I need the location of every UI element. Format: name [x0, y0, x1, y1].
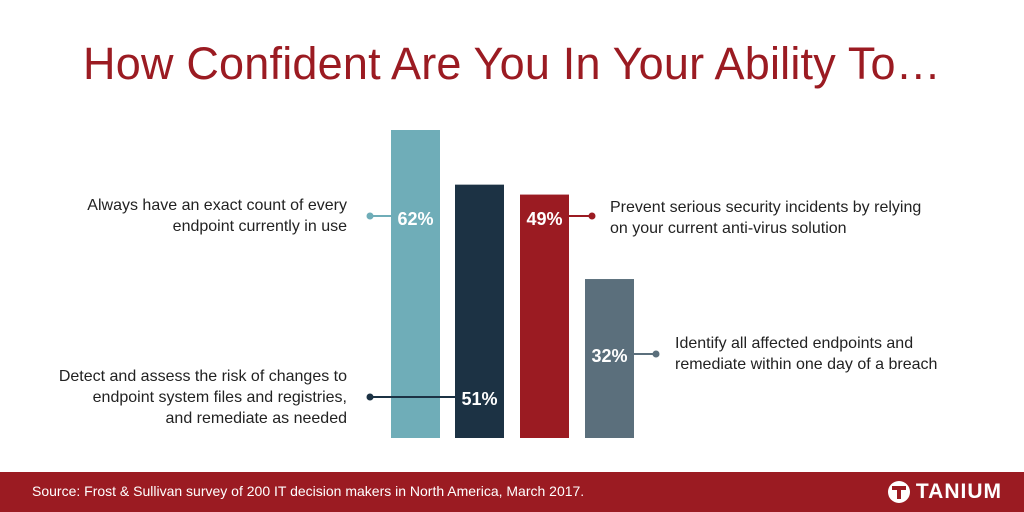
chart-title: How Confident Are You In Your Ability To…: [83, 38, 941, 89]
bar1-description-line: endpoint currently in use: [172, 218, 347, 235]
bar2-description-line: Detect and assess the risk of changes to: [58, 368, 347, 385]
bar2-description-line: endpoint system files and registries,: [92, 389, 347, 406]
footer-bar: Source: Frost & Sullivan survey of 200 I…: [0, 472, 1024, 512]
bar-chart: 62% 51% 49% 32%: [366, 130, 660, 438]
bar-value-label-2: 51%: [461, 389, 497, 409]
bar-1: [391, 130, 440, 438]
bar4-description-line: remediate within one day of a breach: [675, 356, 938, 373]
bar-3: [520, 194, 569, 438]
label-backdrop: [456, 383, 503, 411]
bar3-description: Prevent serious security incidents by re…: [610, 197, 921, 239]
brand-name: TANIUM: [915, 480, 1002, 503]
source-note: Source: Frost & Sullivan survey of 200 I…: [32, 483, 585, 499]
bar4-description: Identify all affected endpoints and reme…: [675, 333, 937, 375]
connector-dot-2: [366, 393, 374, 401]
bar-value-label-4: 32%: [591, 346, 627, 366]
bar-value-label-1: 62%: [397, 209, 433, 229]
bar1-description-line: Always have an exact count of every: [87, 197, 347, 214]
bar2-description: Detect and assess the risk of changes to…: [59, 366, 347, 429]
bar3-description-line: Prevent serious security incidents by re…: [610, 199, 922, 216]
bar2-description-line: and remediate as needed: [165, 410, 347, 427]
tanium-logo-icon: [887, 481, 910, 503]
bar3-description-line: on your current anti-virus solution: [610, 220, 847, 237]
connector-dot-1: [366, 212, 374, 220]
bar-value-label-3: 49%: [526, 209, 562, 229]
connector-dot-4: [652, 350, 660, 358]
bar-4: [585, 279, 634, 438]
connector-dot-3: [588, 212, 596, 220]
bar1-description: Always have an exact count of every endp…: [87, 195, 347, 237]
bar4-description-line: Identify all affected endpoints and: [675, 335, 914, 352]
brand-logo: TANIUM: [887, 480, 1002, 504]
